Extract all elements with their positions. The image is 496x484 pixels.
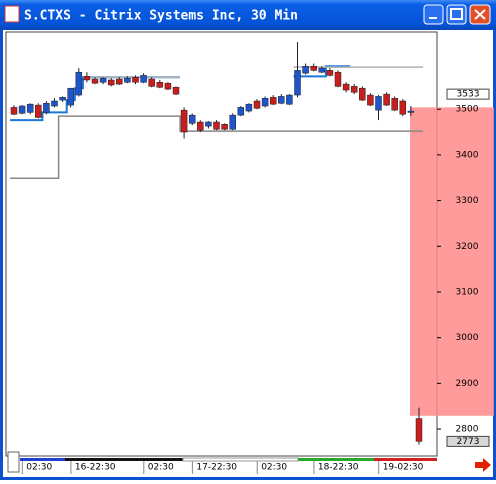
scroll-arrow[interactable] bbox=[475, 458, 491, 472]
x-tick-label: 02:30 bbox=[148, 463, 174, 473]
day-bar bbox=[65, 458, 183, 461]
candle-body bbox=[205, 121, 212, 127]
candle-body bbox=[35, 104, 42, 118]
x-tick-label: 02:30 bbox=[26, 463, 52, 473]
x-tick-label: 02:30 bbox=[261, 463, 287, 473]
y-tick-label: 3000 bbox=[456, 333, 479, 343]
candle-body bbox=[367, 94, 374, 106]
x-tick-label: 19-02:30 bbox=[383, 463, 424, 473]
maximize-button[interactable] bbox=[446, 4, 467, 25]
day-bar bbox=[20, 458, 65, 461]
x-tick-label: 18-22:30 bbox=[318, 463, 359, 473]
scroll-box[interactable] bbox=[7, 451, 20, 473]
candle-body bbox=[132, 76, 139, 83]
x-tick-label: 16-22:30 bbox=[75, 463, 116, 473]
indicator-line bbox=[293, 65, 351, 78]
y-tick-label: 3200 bbox=[456, 242, 479, 252]
x-tick-label: 17-22:30 bbox=[196, 463, 237, 473]
candle-body bbox=[140, 75, 147, 83]
price-label-box bbox=[446, 435, 490, 447]
plot-layer: 2800 2900 3000 3100 3200 3300 3400 3500 3533 2773… bbox=[10, 42, 494, 474]
candle-body bbox=[116, 78, 123, 85]
minimize-icon bbox=[429, 17, 437, 19]
plot-frame bbox=[5, 31, 438, 457]
indicator-line bbox=[10, 115, 423, 179]
candle-body bbox=[399, 100, 407, 115]
price-label-box bbox=[446, 88, 490, 100]
candle-body bbox=[148, 78, 155, 87]
candle-body bbox=[75, 71, 83, 96]
candle-body bbox=[245, 103, 253, 112]
candle-body bbox=[172, 87, 180, 95]
candle-body bbox=[286, 94, 293, 105]
candle-body bbox=[124, 77, 131, 83]
alert-zone bbox=[410, 107, 494, 416]
candle-body bbox=[156, 82, 164, 88]
candle-body bbox=[383, 93, 390, 106]
candle-body bbox=[294, 70, 301, 96]
maximize-icon bbox=[450, 8, 463, 20]
y-tick-label: 3500 bbox=[456, 105, 479, 115]
window-title: S.CTXS - Citrix Systems Inc, 30 Min bbox=[24, 9, 298, 24]
window-buttons[interactable] bbox=[423, 4, 491, 25]
candle-body bbox=[326, 70, 334, 76]
candle-body bbox=[67, 87, 74, 106]
candle-body bbox=[261, 98, 269, 107]
candle-body bbox=[180, 109, 188, 133]
candle-body bbox=[407, 110, 415, 113]
candle-body bbox=[415, 418, 423, 442]
price-label: 2773 bbox=[457, 437, 480, 447]
candle-body bbox=[10, 107, 18, 115]
candle-body bbox=[375, 96, 382, 111]
candle-body bbox=[197, 121, 204, 131]
title-bar bbox=[0, 0, 496, 30]
candle-body bbox=[310, 66, 317, 71]
candle-body bbox=[164, 82, 172, 90]
candle-body bbox=[334, 71, 342, 87]
day-bar bbox=[182, 457, 299, 462]
candle-body bbox=[342, 83, 350, 91]
candle-body bbox=[229, 114, 236, 130]
close-icon bbox=[474, 9, 486, 20]
candle-body bbox=[318, 67, 326, 73]
candle-body bbox=[221, 124, 228, 130]
y-tick-label: 3300 bbox=[456, 196, 479, 206]
candle-body bbox=[237, 107, 245, 116]
candle-body bbox=[51, 100, 58, 107]
candle-body bbox=[350, 86, 358, 93]
candle-body bbox=[188, 114, 196, 124]
candle-body bbox=[302, 66, 309, 74]
y-tick-label: 2800 bbox=[456, 425, 479, 435]
y-tick-label: 3400 bbox=[456, 150, 479, 160]
candle-body bbox=[278, 96, 285, 104]
candle-body bbox=[43, 103, 50, 113]
day-bar bbox=[374, 458, 437, 461]
price-label: 3533 bbox=[457, 90, 480, 100]
candle-body bbox=[253, 100, 261, 109]
app-icon bbox=[4, 5, 20, 23]
candle-body bbox=[83, 76, 91, 81]
day-bar bbox=[298, 458, 374, 461]
candle-body bbox=[26, 103, 34, 113]
candle-body bbox=[59, 97, 66, 101]
y-tick-label: 2900 bbox=[456, 379, 479, 389]
candle-body bbox=[107, 79, 115, 86]
minimize-button[interactable] bbox=[423, 4, 444, 25]
candle-body bbox=[269, 97, 277, 105]
candle-body bbox=[213, 121, 220, 130]
candle-body bbox=[359, 87, 366, 101]
candle-body bbox=[18, 105, 26, 114]
candle-body bbox=[99, 77, 107, 83]
candle-body bbox=[91, 78, 99, 84]
y-tick-label: 3100 bbox=[456, 287, 479, 297]
candle-body bbox=[391, 98, 398, 111]
